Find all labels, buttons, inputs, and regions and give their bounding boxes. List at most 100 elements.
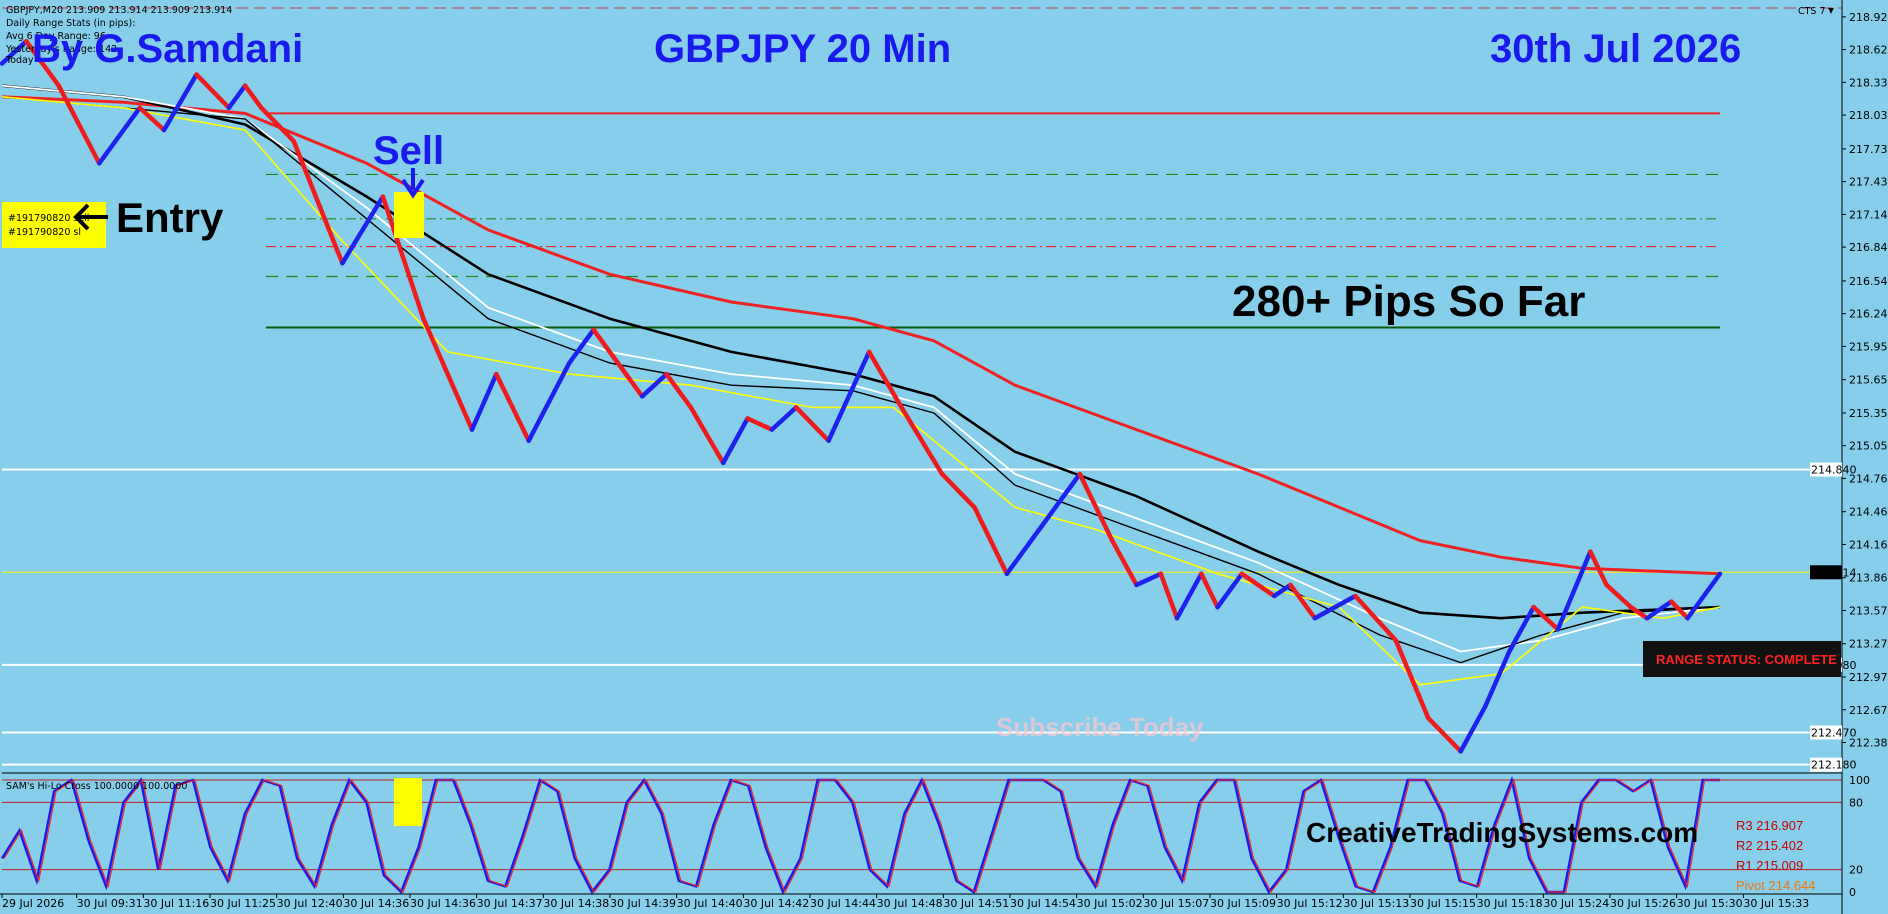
x-tick-label: 30 Jul 14:38 [543,897,609,910]
renko-segment [769,405,799,432]
indicator-label: SAM's Hi-Lo Cross 100.0000 100.0000 [6,781,187,792]
watermark: Subscribe Today [996,712,1204,742]
renko-segment [866,349,904,410]
renko-segment [340,194,386,266]
y-tick-label: 218.920 [1849,11,1888,24]
y-tick-label: 214.165 [1849,538,1888,551]
time-axis[interactable]: 29 Jul 2026 30 Jul 09:31 30 Jul 11:16 30 Ju… [0,893,1842,910]
renko-segment [194,72,232,111]
y-tick-label: 213.570 [1849,604,1888,617]
renko-segment [96,105,143,166]
x-tick-label: 30 Jul 14:39 [610,897,676,910]
y-tick-label: 214.460 [1849,506,1888,519]
x-tick-label: 30 Jul 15:15 [1410,897,1476,910]
order-highlight [2,202,106,248]
renko-segment [1628,604,1650,621]
renko-segment [1588,549,1609,588]
x-tick-label: 30 Jul 14:44 [810,897,876,910]
osc-red-line [3,777,1722,894]
x-tick-label: 30 Jul 15:12 [1277,897,1343,910]
down-arrow-icon [401,168,425,199]
price-tag-box [1810,462,1842,477]
renko-segment [1312,593,1358,621]
x-tick-label: 30 Jul 15:07 [1143,897,1209,910]
date-label: 30th Jul 2026 [1490,27,1741,71]
x-tick-label: 30 Jul 14:40 [677,897,743,910]
price-axis[interactable]: 218.920 218.625 218.330 218.035 217.730 217.4… [1810,0,1888,914]
renko-segment [1669,599,1690,621]
price-tag-label: 212.470 [1811,726,1857,739]
renko-segment [1482,649,1512,710]
x-tick-label: 30 Jul 12:40 [277,897,343,910]
renko-segment [567,327,596,366]
renko-segment [1109,538,1139,588]
renko-segment [1288,582,1318,621]
y-tick-label: 217.140 [1849,208,1888,221]
renko-segment [899,405,945,477]
osc-y-tick-label: 20 [1849,864,1863,877]
y-tick-label: 212.675 [1849,704,1888,717]
osc-y-tick-label: 100 [1849,774,1870,787]
renko-segment [137,105,167,133]
x-tick-label: 30 Jul 15:13 [1343,897,1409,910]
renko-segment [1555,549,1593,632]
renko-segment [421,316,475,432]
y-tick-label: 215.950 [1849,340,1888,353]
ema-black-line [1,96,1721,664]
renko-segment [0,39,29,66]
range-status-label: RANGE STATUS: COMPLETE [1656,652,1837,667]
pips-label: 280+ Pips So Far [1232,277,1585,326]
range-status-box [1643,641,1841,677]
renko-segment [1531,604,1561,632]
renko-segment [639,371,669,399]
renko-segment [1045,471,1083,521]
y-tick-label: 218.625 [1849,44,1888,57]
renko-segment [380,194,426,321]
stats-line-2: Avg 6 Day Range: 96 [6,31,106,42]
sell-highlight [394,192,424,238]
renko-segment [161,72,199,133]
osc-y-tick-label: 0 [1849,886,1856,899]
renko-segment [688,405,726,466]
pivot-r3: R3 216.907 [1736,818,1803,833]
renko-segment [226,83,248,111]
levels-layer [2,7,1842,774]
price-tag-box [1810,757,1842,772]
ema-black-thick-line [1,84,1721,620]
renko-segment [242,83,264,111]
renko-segment [1644,599,1674,621]
y-tick-label: 217.730 [1849,143,1888,156]
y-tick-label: 217.435 [1849,176,1888,189]
price-tag-box [1810,565,1842,580]
renko-segment [259,105,296,144]
renko-segment [1004,516,1050,577]
y-tick-label: 218.330 [1849,76,1888,89]
renko-segment [1604,582,1634,610]
renko-segment [591,327,629,377]
osc-y-tick-label: 80 [1849,796,1863,809]
renko-segment [1507,604,1536,654]
x-tick-label: 30 Jul 15:02 [1077,897,1143,910]
renko-segment [1158,571,1180,621]
x-tick-label: 30 Jul 11:25 [210,897,276,910]
renko-segment [469,371,499,432]
y-tick-label: 213.270 [1849,638,1888,651]
ema-red-line [1,95,1721,576]
chevron-down-icon[interactable]: ▾ [1828,3,1834,17]
y-tick-label: 215.350 [1849,407,1888,420]
renko-segment [1199,571,1220,610]
x-tick-label: 30 Jul 09:31 [77,897,143,910]
renko-segment [1077,471,1115,543]
x-tick-label: 30 Jul 15:18 [1477,897,1543,910]
renko-layer [0,39,1723,754]
renko-segment [1174,571,1204,621]
renko-segment [793,405,831,443]
x-tick-label: 29 Jul 2026 [2,897,64,910]
order-line-sl[interactable]: #191790820 sl [8,227,81,238]
sell-label: Sell [373,129,444,173]
x-tick-label: 30 Jul 15:30 [1677,897,1743,910]
website-label: CreativeTradingSystems.com [1306,817,1698,848]
stats-line-1: Daily Range Stats (in pips): [6,18,135,29]
order-line-sell[interactable]: #191790820 sell [8,213,89,224]
